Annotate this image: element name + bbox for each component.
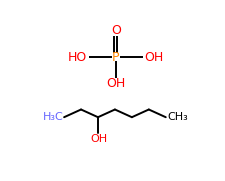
Text: O: O: [111, 24, 121, 37]
Text: CH₃: CH₃: [167, 112, 188, 122]
Text: H₃C: H₃C: [43, 112, 63, 122]
Text: HO: HO: [68, 51, 87, 64]
Text: OH: OH: [144, 51, 163, 64]
Text: P: P: [112, 51, 119, 64]
Text: OH: OH: [90, 134, 107, 144]
Text: OH: OH: [106, 77, 125, 90]
